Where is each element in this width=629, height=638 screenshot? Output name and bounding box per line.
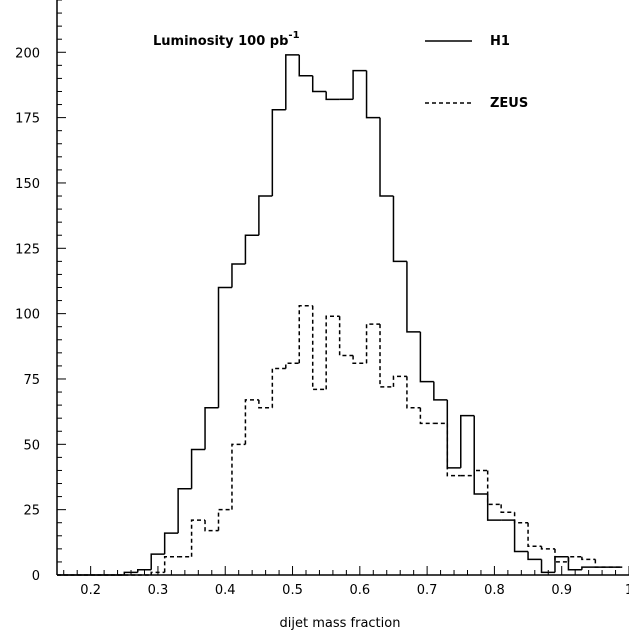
histogram-bin	[419, 407, 434, 425]
histogram-bin	[567, 556, 582, 571]
x-axis-title: dijet mass fraction	[280, 616, 401, 631]
histogram-bin	[433, 381, 448, 401]
histogram-bin	[325, 91, 340, 101]
histogram-bin	[540, 546, 555, 550]
y-tick-label: 150	[15, 177, 40, 192]
histogram-bin	[567, 555, 582, 562]
y-tick-label: 175	[15, 112, 40, 127]
y-tick-label: 75	[23, 373, 40, 388]
histogram-bin	[379, 324, 394, 388]
plot-frame	[56, 0, 629, 576]
histogram-bin	[150, 553, 165, 570]
x-tick-label: 0.7	[417, 583, 438, 598]
x-tick-label: 0.2	[80, 583, 101, 598]
histogram-bin	[137, 569, 152, 573]
histogram-bin	[258, 195, 273, 236]
histogram-bin	[311, 305, 327, 391]
histogram-bin	[204, 520, 219, 532]
histogram-bin	[285, 54, 300, 110]
histogram-bin	[177, 488, 192, 534]
x-tick-label: 0.5	[282, 583, 303, 598]
legend-label-h1: H1	[490, 34, 510, 49]
histogram-bin	[352, 69, 367, 100]
histogram-bin	[163, 532, 179, 555]
histogram-bin	[500, 504, 515, 514]
histogram-bin	[217, 508, 232, 531]
legend-label-zeus: ZEUS	[490, 96, 528, 111]
histogram-bin	[338, 316, 354, 357]
histogram-bin	[406, 376, 421, 409]
luminosity-annotation-text: Luminosity 100 pb	[153, 34, 288, 49]
x-tick-label: 0.6	[349, 583, 370, 598]
histogram-bin	[460, 414, 475, 468]
histogram-bin	[231, 263, 246, 288]
histogram-bin	[244, 399, 259, 445]
histogram-bin	[513, 520, 529, 553]
histogram-bin	[581, 566, 596, 570]
histogram-bin	[271, 367, 286, 408]
y-axis-ticks: 0 25 50 75 100 125 150 175 200	[15, 0, 66, 584]
histogram-bin	[527, 522, 542, 547]
histogram-bin	[486, 470, 502, 506]
histogram-bin	[473, 415, 488, 495]
x-tick-label: 0.3	[148, 583, 169, 598]
histogram-bin	[285, 362, 300, 369]
y-tick-label: 25	[23, 504, 40, 519]
y-tick-label: 0	[32, 569, 40, 584]
x-axis-ticks: 0.2 0.3 0.4 0.5 0.6 0.7 0.8 0.9 1	[63, 566, 629, 598]
luminosity-annotation-superscript: -1	[288, 30, 299, 41]
histogram-bin	[271, 109, 286, 197]
histogram-bin	[392, 196, 407, 263]
histogram-bin	[486, 493, 502, 521]
histogram-bin	[258, 399, 273, 409]
histogram-bin	[513, 512, 529, 524]
luminosity-annotation: Luminosity 100 pb-1	[153, 30, 300, 49]
histogram-bin	[473, 469, 488, 476]
x-tick-label: 1	[625, 583, 629, 598]
histogram-bin	[298, 305, 313, 364]
histogram-bin	[123, 571, 138, 575]
histogram-bin	[163, 555, 179, 573]
histogram-bin	[352, 355, 367, 365]
histogram-bin	[150, 571, 165, 575]
y-tick-label: 200	[15, 46, 40, 61]
histogram-bin	[365, 323, 381, 364]
histogram-bin	[446, 399, 461, 469]
histogram-bin	[540, 559, 555, 574]
histogram-bin	[527, 551, 542, 561]
x-tick-label: 0.9	[551, 583, 572, 598]
histogram-bin	[419, 331, 434, 383]
histogram-bin	[325, 315, 340, 390]
histogram-bin	[365, 70, 381, 119]
histogram-bin	[231, 443, 246, 510]
histogram-bin	[298, 54, 313, 77]
histogram-bin	[581, 556, 596, 561]
x-tick-label: 0.4	[215, 583, 236, 598]
histogram-bin	[554, 548, 569, 563]
histogram-bin	[204, 406, 219, 450]
series-h1	[57, 54, 623, 576]
histogram-bin	[392, 375, 407, 387]
histogram-bin	[594, 559, 609, 568]
histogram-bin	[190, 519, 206, 557]
y-tick-label: 50	[23, 438, 40, 453]
series-zeus	[57, 305, 623, 576]
histogram-bin	[190, 448, 206, 489]
y-tick-label: 100	[15, 308, 40, 323]
histogram-bin	[406, 261, 421, 333]
histogram-bin	[379, 117, 394, 197]
series-layer	[57, 54, 623, 576]
histogram-bin	[446, 423, 461, 477]
legend: H1 ZEUS	[425, 34, 528, 111]
histogram-bin	[311, 75, 327, 93]
histogram-bin	[217, 286, 232, 408]
x-tick-label: 0.8	[484, 583, 505, 598]
histogram-bin	[244, 234, 259, 264]
y-tick-label: 125	[15, 242, 40, 257]
